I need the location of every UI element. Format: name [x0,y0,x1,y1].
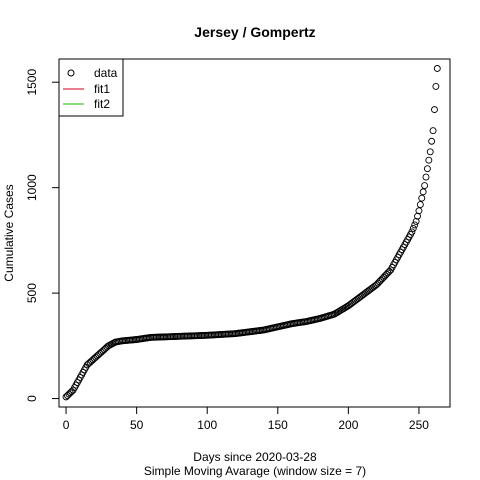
y-tick-label: 1000 [25,174,39,201]
data-point [426,148,434,156]
legend-label-fit1: fit1 [94,82,110,96]
x-tick-label: 0 [63,418,70,432]
x-tick-label: 100 [197,418,217,432]
x-axis-label: Days since 2020-03-28 [193,450,317,464]
data-point [425,156,433,164]
data-point [422,173,430,181]
legend-box [58,58,124,117]
data-point [429,127,437,135]
data-point [432,82,440,90]
data-point [415,207,423,215]
data-point [433,65,441,72]
y-axis: 0 500 1000 1500 [25,69,60,402]
x-tick-label: 250 [409,418,429,432]
legend-data-symbol [67,69,75,77]
x-tick-label: 200 [338,418,358,432]
data-point [421,182,429,189]
y-tick-label: 1500 [25,69,39,96]
data-point [419,188,427,196]
y-tick-label: 0 [25,395,39,402]
x-tick-label: 50 [130,418,144,432]
data-point [423,165,431,173]
y-axis-label: Cumulative Cases [2,184,16,281]
chart-title: Jersey / Gompertz [194,24,315,40]
data-point [416,201,424,208]
legend-label-fit2: fit2 [94,97,110,111]
y-tick-label: 500 [25,283,39,303]
data-point [408,228,416,236]
data-point [428,137,436,145]
data-point [411,221,419,229]
data-point [418,194,426,202]
data-point [409,224,417,232]
legend-label-data: data [94,66,118,80]
data-series [62,65,441,401]
legend: data fit1 fit2 [58,58,124,117]
x-axis: 0 50 100 150 200 250 [63,406,429,432]
x-axis-sublabel: Simple Moving Avarage (window size = 7) [144,464,366,478]
data-point [431,106,438,114]
x-tick-label: 150 [268,418,288,432]
